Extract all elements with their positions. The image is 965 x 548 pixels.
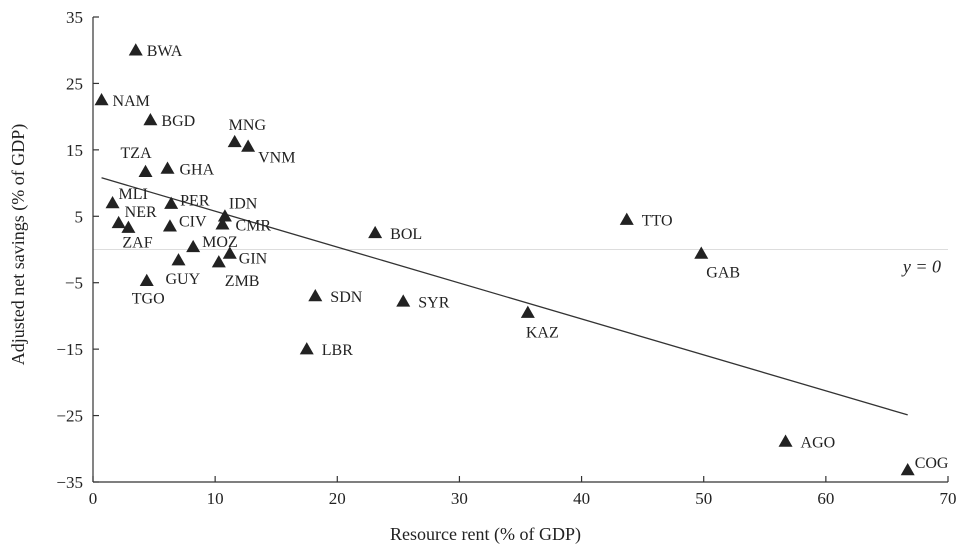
point-label-kaz: KAZ (526, 325, 559, 342)
point-label-tza: TZA (121, 145, 153, 162)
x-tick-label: 40 (573, 489, 590, 508)
point-label-ner: NER (125, 204, 157, 221)
data-points: BWA NAM BGD MNG VNM TZA GHA MLI PER IDN NER CIV CMR Z… (94, 43, 949, 476)
point-label-tgo: TGO (132, 291, 165, 308)
data-point-cog (900, 463, 915, 476)
data-point-idn (217, 209, 232, 222)
point-label-civ: CIV (179, 213, 207, 230)
x-tick-label: 50 (695, 489, 712, 508)
point-label-moz: MOZ (202, 234, 238, 251)
data-point-zmb (211, 255, 226, 268)
x-axis-title: Resource rent (% of GDP) (390, 524, 581, 545)
data-point-sdn (308, 289, 323, 302)
y-tick-label: −35 (56, 473, 83, 492)
point-label-sdn: SDN (330, 289, 362, 306)
data-point-mng (227, 134, 242, 148)
point-label-zaf: ZAF (122, 235, 152, 252)
data-point-ner (111, 215, 126, 229)
reference-line-label: y = 0 (901, 257, 941, 277)
data-point-zaf (121, 220, 136, 233)
point-label-bgd: BGD (161, 113, 195, 130)
point-label-guy: GUY (166, 271, 201, 288)
y-tick-label: 15 (66, 141, 83, 160)
point-label-gha: GHA (180, 161, 215, 178)
point-label-mli: MLI (119, 186, 148, 203)
point-label-gab: GAB (706, 264, 740, 281)
data-point-cmr (215, 217, 230, 230)
x-tick-label: 30 (451, 489, 468, 508)
y-tick-label: −5 (65, 274, 83, 293)
point-label-nam: NAM (113, 93, 150, 110)
x-tick-label: 20 (329, 489, 346, 508)
y-tick-label: 5 (75, 207, 84, 226)
x-tick-label: 10 (207, 489, 224, 508)
point-label-vnm: VNM (258, 150, 295, 167)
data-point-ago (778, 434, 793, 447)
data-point-tgo (139, 273, 154, 286)
data-point-lbr (299, 342, 314, 355)
data-point-per (164, 196, 179, 209)
point-label-bol: BOL (390, 226, 422, 243)
point-label-gin: GIN (239, 250, 268, 267)
point-label-bwa: BWA (147, 43, 183, 60)
y-axis-title: Adjusted net savings (% of GDP) (8, 124, 29, 365)
point-label-cmr: CMR (235, 217, 271, 234)
data-point-tto (619, 212, 634, 225)
trend-line (101, 177, 908, 416)
data-point-syr (396, 294, 411, 307)
point-label-per: PER (180, 193, 210, 210)
data-point-civ (162, 219, 177, 232)
regression-line (101, 177, 908, 416)
data-point-tza (138, 164, 153, 178)
data-point-kaz (520, 305, 535, 318)
data-point-bgd (143, 112, 158, 126)
point-label-tto: TTO (642, 213, 673, 230)
data-point-vnm (241, 139, 256, 152)
data-point-gin (222, 246, 237, 259)
point-label-idn: IDN (229, 195, 258, 212)
y-tick-label: −15 (56, 340, 83, 359)
data-point-mli (105, 196, 120, 209)
point-label-mng: MNG (229, 117, 267, 134)
data-point-gab (694, 246, 709, 259)
x-tick-label: 0 (89, 489, 98, 508)
point-label-lbr: LBR (322, 342, 353, 359)
y-tick-label: −25 (56, 407, 83, 426)
x-tick-label: 70 (940, 489, 957, 508)
data-point-moz (186, 239, 201, 253)
x-tick-label: 60 (817, 489, 834, 508)
y-tick-label: 25 (66, 74, 83, 93)
point-label-syr: SYR (418, 294, 449, 311)
data-point-gha (160, 161, 175, 174)
data-point-guy (171, 253, 186, 266)
point-label-cog: COG (915, 455, 949, 472)
data-point-nam (94, 93, 109, 106)
data-point-bwa (128, 43, 143, 56)
axes: 35 25 15 5 −5 −15 −25 −35 0 10 20 30 40 50 60 70 (56, 8, 956, 508)
y-tick-label: 35 (66, 8, 83, 27)
data-point-bol (368, 225, 383, 239)
point-label-zmb: ZMB (225, 273, 260, 290)
point-label-ago: AGO (801, 434, 836, 451)
